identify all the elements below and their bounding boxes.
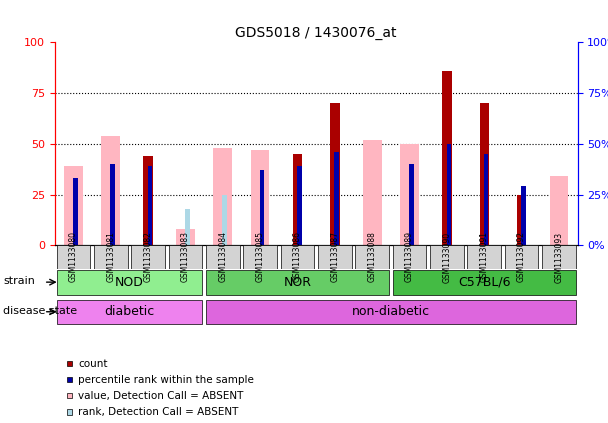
Bar — [480, 103, 489, 245]
Bar — [442, 71, 452, 245]
Text: GSM1133089: GSM1133089 — [405, 231, 414, 283]
Text: GSM1133093: GSM1133093 — [554, 231, 564, 283]
FancyBboxPatch shape — [468, 245, 501, 269]
FancyBboxPatch shape — [206, 299, 576, 324]
Text: non-diabetic: non-diabetic — [352, 305, 430, 319]
Text: GSM1133084: GSM1133084 — [218, 231, 227, 283]
Bar — [73, 179, 77, 245]
Text: C57BL/6: C57BL/6 — [458, 276, 511, 289]
Bar — [260, 170, 264, 245]
Bar — [330, 103, 339, 245]
Text: NOR: NOR — [283, 276, 311, 289]
Text: GSM1133091: GSM1133091 — [480, 231, 489, 283]
FancyBboxPatch shape — [430, 245, 464, 269]
Text: count: count — [78, 359, 108, 369]
Bar — [64, 166, 83, 245]
Bar — [297, 166, 302, 245]
Bar — [213, 148, 232, 245]
FancyBboxPatch shape — [168, 245, 202, 269]
Bar — [148, 166, 152, 245]
Text: GSM1133086: GSM1133086 — [293, 231, 302, 283]
Text: diabetic: diabetic — [105, 305, 154, 319]
Title: GDS5018 / 1430076_at: GDS5018 / 1430076_at — [235, 26, 397, 40]
FancyBboxPatch shape — [57, 270, 202, 295]
Bar — [111, 164, 115, 245]
Text: NOD: NOD — [115, 276, 144, 289]
Text: disease state: disease state — [3, 306, 77, 316]
Bar — [176, 229, 195, 245]
FancyBboxPatch shape — [505, 245, 539, 269]
Bar — [143, 156, 153, 245]
Bar — [409, 164, 413, 245]
Bar — [550, 176, 568, 245]
Text: GSM1133082: GSM1133082 — [143, 231, 153, 283]
Text: strain: strain — [3, 276, 35, 286]
Text: GSM1133090: GSM1133090 — [443, 231, 451, 283]
FancyBboxPatch shape — [131, 245, 165, 269]
Text: GSM1133085: GSM1133085 — [255, 231, 264, 283]
Text: GSM1133088: GSM1133088 — [368, 231, 377, 283]
Bar — [400, 144, 419, 245]
Bar — [446, 144, 451, 245]
FancyBboxPatch shape — [243, 245, 277, 269]
Text: value, Detection Call = ABSENT: value, Detection Call = ABSENT — [78, 391, 243, 401]
FancyBboxPatch shape — [94, 245, 128, 269]
FancyBboxPatch shape — [206, 245, 240, 269]
Text: percentile rank within the sample: percentile rank within the sample — [78, 375, 254, 385]
FancyBboxPatch shape — [318, 245, 351, 269]
FancyBboxPatch shape — [542, 245, 576, 269]
Bar — [363, 140, 382, 245]
Bar — [521, 187, 526, 245]
Bar — [484, 154, 488, 245]
Text: GSM1133080: GSM1133080 — [69, 231, 78, 283]
Text: GSM1133087: GSM1133087 — [330, 231, 339, 283]
Text: GSM1133081: GSM1133081 — [106, 231, 116, 283]
FancyBboxPatch shape — [393, 245, 426, 269]
FancyBboxPatch shape — [57, 245, 90, 269]
FancyBboxPatch shape — [355, 245, 389, 269]
FancyBboxPatch shape — [281, 245, 314, 269]
Bar — [222, 195, 227, 245]
FancyBboxPatch shape — [206, 270, 389, 295]
Bar — [293, 154, 302, 245]
Bar — [102, 136, 120, 245]
FancyBboxPatch shape — [393, 270, 576, 295]
Text: GSM1133083: GSM1133083 — [181, 231, 190, 283]
FancyBboxPatch shape — [57, 299, 202, 324]
Bar — [184, 209, 190, 245]
Bar — [250, 150, 269, 245]
Text: GSM1133092: GSM1133092 — [517, 231, 526, 283]
Bar — [517, 195, 527, 245]
Bar — [334, 152, 339, 245]
Text: rank, Detection Call = ABSENT: rank, Detection Call = ABSENT — [78, 407, 238, 417]
